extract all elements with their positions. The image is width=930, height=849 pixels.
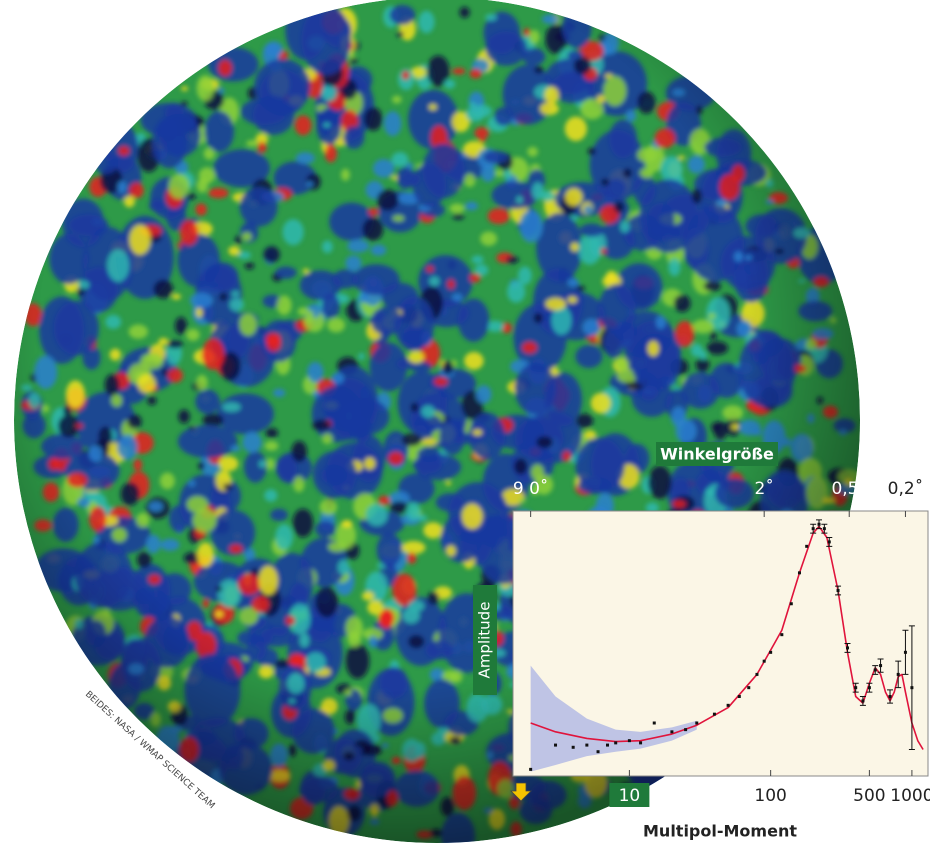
data-point: [854, 686, 857, 689]
data-point: [585, 744, 588, 747]
data-point: [780, 633, 783, 636]
data-point: [653, 722, 656, 725]
x-tick-label: 10: [619, 786, 641, 806]
data-point: [889, 695, 892, 698]
x2-tick-label: 0,2˚: [888, 478, 924, 499]
data-point: [755, 673, 758, 676]
y-axis-title: Amplitude: [476, 602, 494, 679]
data-point: [904, 651, 907, 654]
x2-tick-label: 0,5˚: [831, 478, 867, 499]
data-point: [713, 713, 716, 716]
data-point: [823, 527, 826, 530]
data-point: [874, 669, 877, 672]
data-point: [812, 527, 815, 530]
data-point: [763, 660, 766, 663]
data-point: [695, 722, 698, 725]
data-point: [684, 728, 687, 731]
data-point: [628, 739, 631, 742]
data-point: [769, 651, 772, 654]
data-point: [670, 730, 673, 733]
data-point: [837, 589, 840, 592]
data-point: [818, 523, 821, 526]
data-point: [861, 699, 864, 702]
data-point: [798, 571, 801, 574]
data-point: [606, 744, 609, 747]
x-tick-label: 100: [754, 786, 786, 806]
data-point: [910, 686, 913, 689]
x2-tick-label: 2˚: [755, 478, 774, 499]
data-point: [614, 741, 617, 744]
data-point: [554, 744, 557, 747]
x-tick-label: 500: [853, 786, 885, 806]
x-tick-label: 1000: [890, 786, 930, 806]
data-point: [529, 768, 532, 771]
data-point: [639, 741, 642, 744]
data-point: [738, 695, 741, 698]
data-point: [572, 746, 575, 749]
figure: BEIDES: NASA / WMAP SCIENCE TEAM 1010050…: [0, 0, 930, 845]
data-point: [897, 673, 900, 676]
data-point: [747, 686, 750, 689]
data-point: [805, 545, 808, 548]
x2-tick-label: 9 0˚: [513, 478, 549, 499]
x2-axis-title: Winkelgröße: [660, 445, 774, 464]
data-point: [790, 602, 793, 605]
data-point: [597, 750, 600, 753]
data-point: [727, 704, 730, 707]
x-axis-title: Multipol-Moment: [643, 822, 797, 841]
data-point: [828, 540, 831, 543]
data-point: [868, 686, 871, 689]
data-point: [846, 646, 849, 649]
data-point: [879, 664, 882, 667]
